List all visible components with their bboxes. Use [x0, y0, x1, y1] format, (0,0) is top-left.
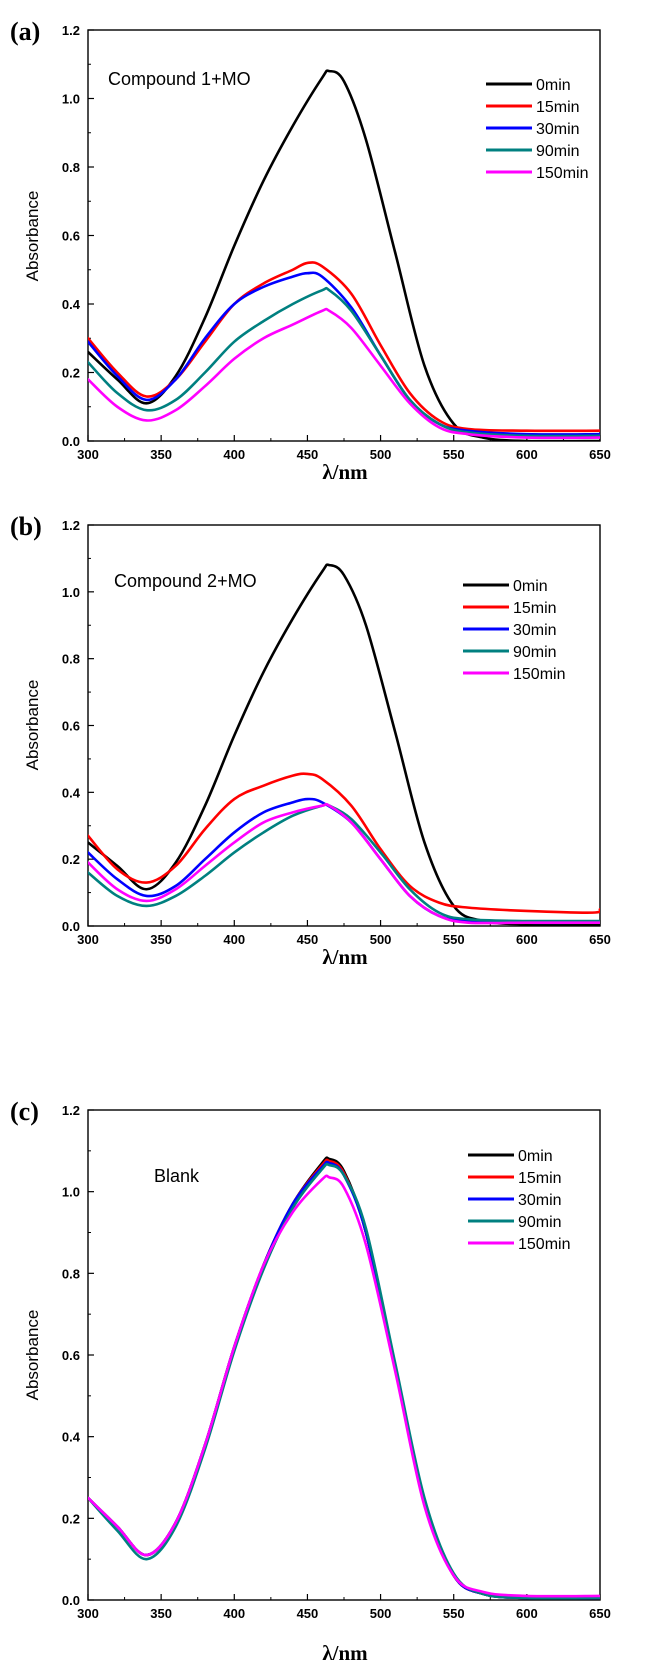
- y-tick-label: 1.0: [62, 1185, 80, 1200]
- legend-label: 90min: [536, 143, 580, 160]
- panel-label: (a): [10, 17, 40, 46]
- x-tick-label: 500: [370, 1606, 392, 1621]
- plot-frame: [87, 29, 601, 442]
- x-tick-label: 500: [370, 447, 392, 462]
- legend-label: 30min: [536, 121, 580, 138]
- x-tick-label: 450: [297, 447, 319, 462]
- chart-c: (c) 300 350 400 450 500 550 600 650 0.0 0.2 0.4 0.6 0…: [10, 1097, 611, 1665]
- legend-label: 30min: [518, 1192, 562, 1209]
- series-line-30min: [88, 271, 600, 436]
- legend-label: 150min: [536, 165, 588, 182]
- y-tick-label: 0.8: [62, 1266, 80, 1281]
- series-group: [88, 1156, 600, 1600]
- legend-label: 0min: [518, 1148, 553, 1165]
- x-axis-label: λ/nm: [322, 1641, 368, 1665]
- legend-label: 15min: [536, 99, 580, 116]
- x-tick-label: 300: [77, 1606, 99, 1621]
- y-tick-label: 0.2: [62, 1511, 80, 1526]
- series-line-90min: [88, 286, 600, 438]
- x-tick-label: 300: [77, 447, 99, 462]
- series-line-15min: [88, 772, 600, 914]
- y-tick-label: 1.0: [62, 92, 80, 107]
- series-line-150min: [88, 307, 600, 440]
- panel-b: (b) 300 350 400 450 500 550 600 650 0.0 0.2 0.4 0.6 0…: [0, 495, 655, 1060]
- y-tick-label: 0.0: [62, 919, 80, 934]
- y-tick-label: 0.8: [62, 160, 80, 175]
- y-tick-label: 0.2: [62, 366, 80, 381]
- x-tick-label: 350: [150, 932, 172, 947]
- y-tick-label: 1.0: [62, 585, 80, 600]
- y-tick-label: 0.6: [62, 719, 80, 734]
- series-group: [88, 563, 600, 926]
- x-tick-label: 300: [77, 932, 99, 947]
- legend-label: 0min: [536, 77, 571, 94]
- legend-label: 90min: [513, 644, 557, 661]
- y-tick-label: 0.8: [62, 652, 80, 667]
- legend-label: 15min: [513, 600, 557, 617]
- legend-label: 15min: [518, 1170, 562, 1187]
- legend-label: 150min: [518, 1236, 570, 1253]
- panel-label: (b): [10, 512, 42, 541]
- y-tick-label: 1.2: [62, 518, 80, 533]
- panel-c: (c) 300 350 400 450 500 550 600 650 0.0 0.2 0.4 0.6 0…: [0, 1060, 655, 1671]
- y-tick-label: 0.6: [62, 229, 80, 244]
- x-tick-label: 550: [443, 1606, 465, 1621]
- y-tick-label: 0.4: [62, 785, 81, 800]
- x-tick-label: 600: [516, 447, 538, 462]
- x-tick-label: 350: [150, 447, 172, 462]
- y-tick-label: 0.4: [62, 1430, 81, 1445]
- x-tick-label: 550: [443, 932, 465, 947]
- legend-label: 150min: [513, 666, 565, 683]
- x-tick-label: 400: [223, 932, 245, 947]
- x-tick-label: 650: [589, 1606, 611, 1621]
- y-tick-label: 1.2: [62, 1103, 80, 1118]
- x-tick-label: 600: [516, 932, 538, 947]
- chart-a: (a) 300 350 400 450 500 550 600 650 0.0 0.2 0.4 0.6 0…: [10, 17, 611, 484]
- chart-annotation: Compound 2+MO: [114, 571, 257, 591]
- panel-label: (c): [10, 1097, 39, 1126]
- x-tick-label: 450: [297, 1606, 319, 1621]
- x-tick-label: 650: [589, 932, 611, 947]
- y-tick-label: 0.0: [62, 1593, 80, 1608]
- series-line-150min: [88, 802, 600, 925]
- chart-annotation: Compound 1+MO: [108, 69, 251, 89]
- series-line-0min: [88, 69, 600, 441]
- x-tick-label: 550: [443, 447, 465, 462]
- y-axis-label: Absorbance: [23, 680, 42, 771]
- x-tick-label: 450: [297, 932, 319, 947]
- y-axis-label: Absorbance: [23, 1310, 42, 1401]
- x-tick-label: 400: [223, 447, 245, 462]
- y-tick-label: 0.2: [62, 852, 80, 867]
- y-tick-label: 0.6: [62, 1348, 80, 1363]
- x-tick-label: 400: [223, 1606, 245, 1621]
- series-line-30min: [88, 797, 600, 925]
- x-axis-label: λ/nm: [322, 945, 368, 969]
- y-tick-label: 0.4: [62, 297, 81, 312]
- x-axis-label: λ/nm: [322, 460, 368, 484]
- y-tick-label: 0.0: [62, 434, 80, 449]
- panel-a: (a) 300 350 400 450 500 550 600 650 0.0 0.2 0.4 0.6 0…: [0, 0, 655, 495]
- y-axis-label: Absorbance: [23, 191, 42, 282]
- x-tick-label: 600: [516, 1606, 538, 1621]
- chart-b: (b) 300 350 400 450 500 550 600 650 0.0 0.2 0.4 0.6 0…: [10, 512, 611, 969]
- x-tick-label: 350: [150, 1606, 172, 1621]
- series-line-150min: [88, 1174, 600, 1598]
- chart-annotation: Blank: [154, 1166, 200, 1186]
- legend-label: 90min: [518, 1214, 562, 1231]
- series-group: [88, 69, 600, 441]
- legend-label: 0min: [513, 578, 548, 595]
- legend-label: 30min: [513, 622, 557, 639]
- x-tick-label: 500: [370, 932, 392, 947]
- y-tick-label: 1.2: [62, 23, 80, 38]
- series-line-0min: [88, 563, 600, 926]
- series-line-90min: [88, 802, 600, 923]
- x-tick-label: 650: [589, 447, 611, 462]
